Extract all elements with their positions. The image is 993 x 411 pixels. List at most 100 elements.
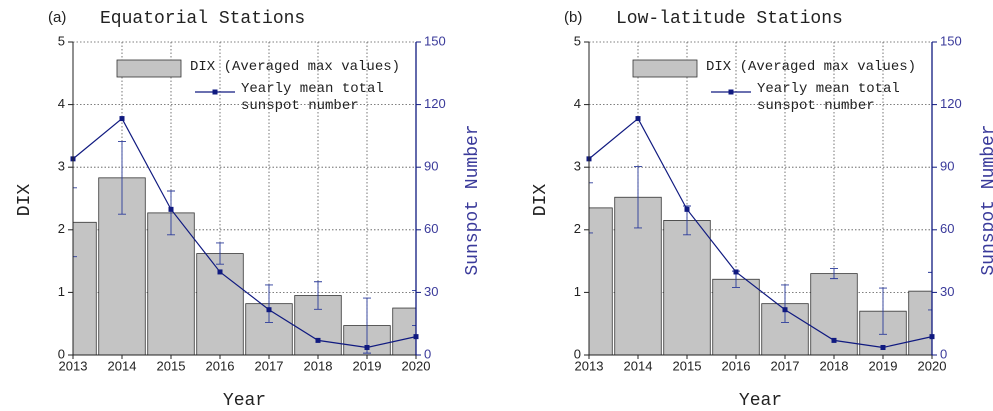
marker <box>266 307 272 313</box>
legend-text: DIX (Averaged max values) <box>190 59 401 75</box>
bar <box>908 290 932 355</box>
y-tick-label: 4 <box>574 96 581 111</box>
y2-tick-label: 60 <box>940 221 954 236</box>
error-bar <box>589 182 593 234</box>
y2-axis-label: Sunspot Number <box>463 124 483 275</box>
marker <box>782 307 788 313</box>
y2-tick-label: 30 <box>940 284 954 299</box>
line <box>72 117 417 349</box>
x-tick-label: 2020 <box>402 358 431 373</box>
plot-area <box>589 166 932 355</box>
marker <box>635 116 641 122</box>
error-bar <box>314 281 322 310</box>
x-tick-label: 2020 <box>918 358 947 373</box>
x-tick-label: 2018 <box>304 358 333 373</box>
x-axis-label: Year <box>739 391 782 411</box>
chart-title: Low-latitude Stations <box>616 9 843 29</box>
bar <box>663 220 711 355</box>
legend-swatch <box>632 59 698 78</box>
y2-tick-label: 0 <box>940 346 947 361</box>
y-tick-label: 1 <box>58 284 65 299</box>
x-tick-label: 2016 <box>206 358 235 373</box>
marker <box>880 344 886 350</box>
y2-tick-label: 30 <box>424 284 438 299</box>
y2-tick-label: 120 <box>424 96 446 111</box>
y-tick-label: 1 <box>574 284 581 299</box>
bar <box>73 221 97 355</box>
plot-area <box>73 141 416 355</box>
y-tick-label: 3 <box>574 159 581 174</box>
y-tick-label: 3 <box>58 159 65 174</box>
legend-entry: DIX (Averaged max values) <box>706 59 917 75</box>
y2-tick-label: 150 <box>424 33 446 48</box>
x-tick-label: 2017 <box>771 358 800 373</box>
marker <box>217 269 223 275</box>
error-bar <box>781 284 789 323</box>
marker <box>831 337 837 343</box>
bar <box>196 253 244 355</box>
x-tick-label: 2019 <box>353 358 382 373</box>
error-bar <box>634 166 642 229</box>
y2-tick-label: 90 <box>940 159 954 174</box>
x-tick-label: 2015 <box>673 358 702 373</box>
y2-axis-label: Sunspot Number <box>979 124 993 275</box>
legend-entry: Yearly mean total sunspot number <box>757 81 900 114</box>
marker <box>168 206 174 212</box>
legend-swatch <box>116 59 182 78</box>
y2-tick-label: 120 <box>940 96 962 111</box>
x-axis-label: Year <box>223 391 266 411</box>
panel-label: (b) <box>564 9 582 26</box>
marker <box>364 344 370 350</box>
error-bar <box>118 141 126 215</box>
y2-tick-label: 90 <box>424 159 438 174</box>
line <box>588 117 933 349</box>
y-tick-label: 2 <box>574 221 581 236</box>
y-tick-label: 4 <box>58 96 65 111</box>
panel-label: (a) <box>48 9 66 26</box>
legend-entry: Yearly mean total sunspot number <box>241 81 384 114</box>
y-tick-label: 5 <box>574 33 581 48</box>
y-tick-label: 0 <box>574 346 581 361</box>
x-tick-label: 2014 <box>624 358 653 373</box>
legend-entry: DIX (Averaged max values) <box>190 59 401 75</box>
y-tick-label: 0 <box>58 346 65 361</box>
x-tick-label: 2019 <box>869 358 898 373</box>
chart-title: Equatorial Stations <box>100 9 305 29</box>
x-tick-label: 2017 <box>255 358 284 373</box>
y-tick-label: 2 <box>58 221 65 236</box>
error-bar <box>412 290 416 327</box>
bar <box>392 307 416 355</box>
marker <box>733 269 739 275</box>
x-tick-label: 2014 <box>108 358 137 373</box>
y-axis-label: DIX <box>531 184 551 217</box>
x-tick-label: 2018 <box>820 358 849 373</box>
marker <box>315 337 321 343</box>
x-tick-label: 2013 <box>575 358 604 373</box>
bar <box>589 207 613 355</box>
legend-marker <box>728 89 734 95</box>
error-bar <box>830 268 838 280</box>
legend-text: Yearly mean total sunspot number <box>241 81 384 114</box>
error-bar <box>363 297 371 354</box>
error-bar <box>928 271 932 311</box>
legend-text: DIX (Averaged max values) <box>706 59 917 75</box>
y2-tick-label: 150 <box>940 33 962 48</box>
x-tick-label: 2016 <box>722 358 751 373</box>
y2-tick-label: 0 <box>424 346 431 361</box>
y2-tick-label: 60 <box>424 221 438 236</box>
error-bar <box>167 190 175 236</box>
y-tick-label: 5 <box>58 33 65 48</box>
marker <box>119 116 125 122</box>
legend-marker <box>212 89 218 95</box>
bar <box>245 303 293 355</box>
error-bar <box>73 187 77 258</box>
bar <box>712 278 760 355</box>
error-bar <box>879 287 887 335</box>
error-bar <box>216 242 224 265</box>
panel: (a) Equatorial Stations Year DIX Sunspot Num… <box>15 9 483 411</box>
error-bar <box>265 284 273 323</box>
bar <box>147 212 195 355</box>
x-tick-label: 2013 <box>59 358 88 373</box>
marker <box>684 206 690 212</box>
